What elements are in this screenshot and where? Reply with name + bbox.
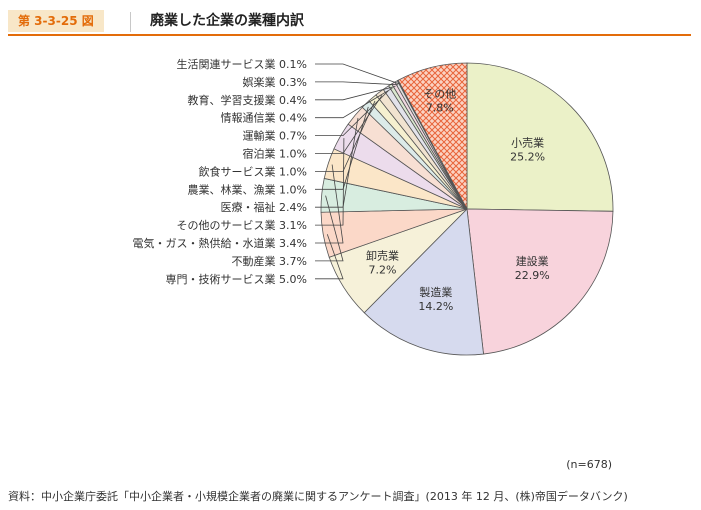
outside-slice-label: 農業、林業、漁業 1.0% bbox=[188, 182, 307, 196]
outside-slice-label: 教育、学習支援業 0.4% bbox=[188, 93, 307, 107]
outside-slice-label: 娯楽業 0.3% bbox=[243, 75, 307, 89]
outside-slice-label: 運輸業 0.7% bbox=[243, 129, 307, 143]
slice-name-label: 小売業 bbox=[511, 136, 544, 149]
slice-name-label: その他 bbox=[423, 87, 456, 100]
slice-value-label: 7.8% bbox=[426, 101, 454, 114]
outside-slice-label: その他のサービス業 3.1% bbox=[177, 219, 307, 232]
sample-size-label: (n=678) bbox=[566, 458, 612, 471]
outside-slice-label: 専門・技術サービス業 5.0% bbox=[166, 273, 307, 286]
pie-slice-0 bbox=[466, 62, 614, 212]
slice-name-label: 卸売業 bbox=[366, 248, 399, 262]
outside-slice-label: 生活関連サービス業 0.1% bbox=[177, 57, 307, 71]
source-note: 資料：中小企業庁委託「中小企業者・小規模企業者の廃業に関するアンケート調査」(2… bbox=[8, 490, 628, 503]
figure-label: 第 3-3-25 図 bbox=[8, 10, 104, 32]
leader-line bbox=[315, 81, 399, 86]
title-separator bbox=[130, 12, 131, 32]
outside-slice-label: 不動産業 3.7% bbox=[232, 254, 307, 268]
slice-value-label: 22.9% bbox=[515, 269, 550, 282]
outside-slice-label: 宿泊業 1.0% bbox=[243, 147, 307, 161]
pie-slice-17 bbox=[397, 62, 468, 210]
slice-name-label: 製造業 bbox=[419, 285, 452, 299]
outside-slice-label: 情報通信業 0.4% bbox=[221, 112, 307, 125]
slice-name-label: 建設業 bbox=[516, 254, 549, 268]
leader-lines bbox=[315, 63, 400, 280]
header-rule bbox=[8, 34, 691, 36]
leader-line bbox=[315, 195, 344, 262]
leader-line bbox=[315, 86, 396, 101]
outside-slice-label: 電気・ガス・熱供給・水道業 3.4% bbox=[133, 236, 307, 250]
pie-slices bbox=[320, 62, 614, 356]
leader-line bbox=[315, 87, 393, 119]
leader-line bbox=[315, 138, 345, 226]
outside-slice-label: 医療・福祉 2.4% bbox=[221, 200, 307, 214]
leader-line bbox=[315, 63, 400, 85]
figure-title: 廃業した企業の業種内訳 bbox=[150, 13, 304, 29]
pie-slice-2 bbox=[363, 208, 484, 356]
leader-line bbox=[315, 234, 344, 280]
outside-slice-label: 飲食サービス業 1.0% bbox=[199, 164, 307, 178]
figure-header: 第 3-3-25 図 廃業した企業の業種内訳 bbox=[0, 0, 701, 40]
slice-value-label: 25.2% bbox=[510, 150, 545, 163]
slice-value-label: 7.2% bbox=[369, 263, 397, 276]
leader-line bbox=[315, 100, 376, 172]
leader-line bbox=[315, 164, 344, 244]
slice-value-label: 14.2% bbox=[418, 300, 453, 313]
pie-slice-1 bbox=[466, 208, 614, 355]
